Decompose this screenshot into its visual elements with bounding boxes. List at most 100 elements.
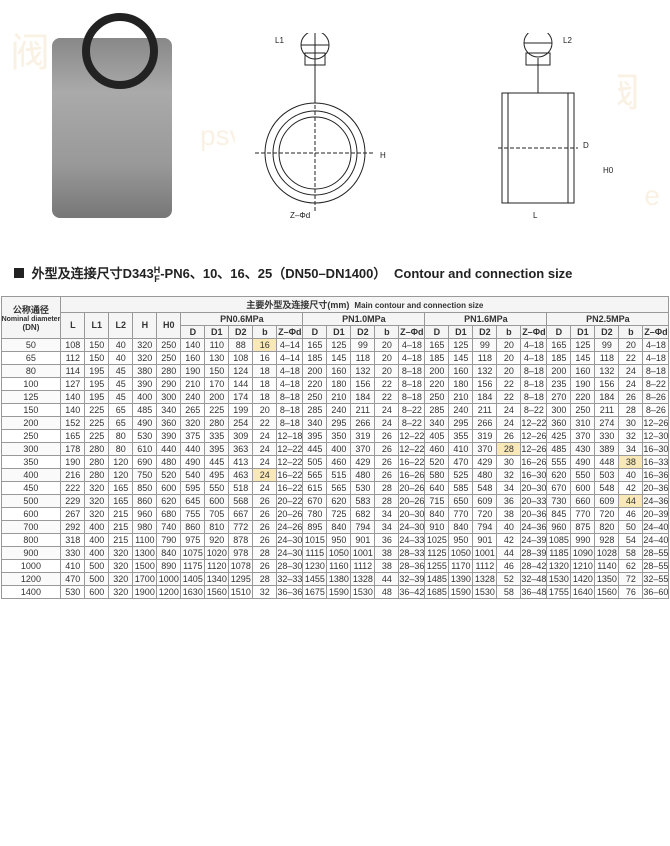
cell: 265 [181,403,205,416]
cell: 340 [425,416,449,429]
cell: 1340 [205,572,229,585]
cell: 500 [85,572,109,585]
cell: 4–18 [521,351,547,364]
cell: 26 [375,442,399,455]
cell: 28 [375,494,399,507]
cell: 46 [619,507,643,520]
cell: 26 [375,468,399,481]
cell: 24 [253,429,277,442]
cell: 445 [303,442,327,455]
table-row: 100041050032015008901175112010782628–301… [1,559,669,572]
cell: 860 [133,494,157,507]
cell: 595 [181,481,205,494]
cell: 645 [181,494,205,507]
cell: 240 [327,403,351,416]
cell: 45 [109,377,133,390]
cell: 20–22 [277,494,303,507]
col-H: H [133,312,157,338]
cell: 568 [229,494,253,507]
cell: 363 [229,442,253,455]
cell: 1255 [425,559,449,572]
cell: 4–18 [399,338,425,351]
cell: 140 [181,338,205,351]
cell: 20–30 [521,481,547,494]
dn-cell: 1400 [1,585,61,598]
table-row: 4002162801207505205404954632416–22565515… [1,468,669,481]
cell: 470 [449,455,473,468]
cell: 8–18 [277,390,303,403]
subcol: D [547,325,571,338]
cell: 448 [595,455,619,468]
cell: 1140 [595,559,619,572]
cell: 4–18 [643,351,669,364]
cell: 600 [205,494,229,507]
cell: 200 [205,390,229,403]
cell: 1328 [351,572,375,585]
cell: 320 [109,546,133,559]
cell: 1685 [425,585,449,598]
title-zh: 外型及连接尺寸D343 [32,266,154,281]
subcol: D [425,325,449,338]
cell: 200 [303,364,327,377]
table-row: 250165225805303903753353092412–183953503… [1,429,669,442]
cell: 274 [595,416,619,429]
cell: 48 [375,585,399,598]
cell: 4–18 [643,338,669,351]
cell: 225 [85,429,109,442]
cell: 8–18 [399,377,425,390]
cell: 901 [473,533,497,546]
cell: 16–33 [643,455,669,468]
cell: 4–18 [399,351,425,364]
cell: 145 [327,351,351,364]
cell: 390 [133,377,157,390]
cell: 38 [497,507,521,520]
cell: 389 [595,442,619,455]
cell: 20 [253,403,277,416]
cell: 125 [327,338,351,351]
cell: 405 [425,429,449,442]
cell: 24 [253,455,277,468]
cell: 46 [497,559,521,572]
cell: 319 [351,429,375,442]
cell: 295 [449,416,473,429]
cell: 24 [497,416,521,429]
cell: 555 [547,455,571,468]
cell: 165 [109,481,133,494]
cell: 99 [595,338,619,351]
cell: 24–36 [643,494,669,507]
cell: 26 [497,429,521,442]
cell: 18 [253,364,277,377]
table-row: 4502223201658506005955505182416–22615565… [1,481,669,494]
cell: 165 [547,338,571,351]
cell: 1900 [133,585,157,598]
cell: 30 [619,416,643,429]
cell: 190 [61,455,85,468]
cell: 8–18 [521,390,547,403]
cell: 780 [303,507,327,520]
cell: 32 [619,429,643,442]
cell: 1500 [133,559,157,572]
cell: 250 [303,390,327,403]
cell: 220 [425,377,449,390]
cell: 550 [205,481,229,494]
cell: 530 [61,585,85,598]
dimension-table: 公称通径Nominal diameter(DN)主要外型及连接尺寸(mm) Ma… [1,296,670,599]
subcol: Z–Φd [277,325,303,338]
cell: 705 [205,507,229,520]
cell: 20–36 [521,507,547,520]
cell: 895 [303,520,327,533]
cell: 1001 [351,546,375,559]
cell: 505 [303,455,327,468]
cell: 400 [85,520,109,533]
cell: 58 [497,585,521,598]
cell: 840 [327,520,351,533]
cell: 180 [449,377,473,390]
cell: 1350 [595,572,619,585]
cell: 40 [619,468,643,481]
cell: 80 [109,442,133,455]
cell: 210 [327,390,351,403]
cell: 145 [571,351,595,364]
cell: 26 [253,559,277,572]
cell: 266 [351,416,375,429]
cell: 16–26 [399,468,425,481]
